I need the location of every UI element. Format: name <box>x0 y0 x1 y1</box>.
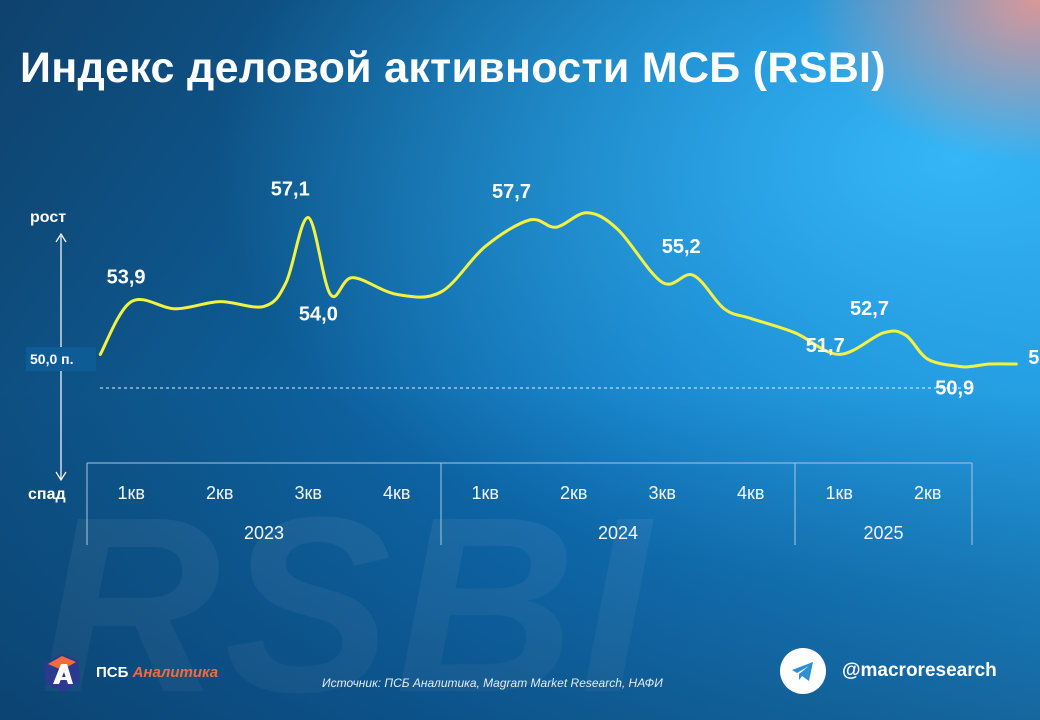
data-label: 51,7 <box>806 335 845 357</box>
data-labels: 53,9 57,1 54,0 57,7 55,2 51,752,7 50,9 51,0 <box>107 179 1040 400</box>
year-label: 2025 <box>863 523 903 543</box>
data-label: 57,1 <box>271 179 310 201</box>
x-tick-label: 1кв <box>826 483 853 503</box>
data-label: 53,9 <box>107 267 146 289</box>
data-label: 55,2 <box>662 236 701 258</box>
logo-text: ПСБ Аналитика <box>96 664 218 681</box>
axis-top-label: рост <box>30 209 66 226</box>
psb-analytics-logo-icon <box>44 654 80 692</box>
axis-layer: рост 50,0 п. спад <box>26 209 962 503</box>
x-tick-label: 3кв <box>295 483 322 503</box>
x-tick-label: 1кв <box>472 483 499 503</box>
data-label: 51,0 <box>1028 347 1040 369</box>
data-label: 54,0 <box>299 303 338 325</box>
series-line <box>98 211 1018 369</box>
telegram-handle: @macroresearch <box>842 660 997 681</box>
year-label: 2024 <box>598 523 638 543</box>
x-tick-label: 1кв <box>118 483 145 503</box>
logo-name: ПСБ <box>96 663 129 681</box>
page-title: Индекс деловой активности МСБ (RSBI) <box>20 44 886 92</box>
axis-arrow-up-icon <box>55 232 67 243</box>
x-tick-label: 2кв <box>206 483 233 503</box>
reference-label: 50,0 п. <box>30 351 73 367</box>
psb-logo[interactable]: ПСБ Аналитика <box>40 650 218 694</box>
watermark: RSBI <box>40 465 654 720</box>
source-note: Источник: ПСБ Аналитика, Magram Market R… <box>322 676 663 690</box>
data-label: 50,9 <box>935 377 974 399</box>
x-tick-label: 3кв <box>649 483 676 503</box>
axis-bottom-label: спад <box>28 486 66 503</box>
data-label: 57,7 <box>492 181 531 203</box>
reference-label-bg <box>26 347 96 371</box>
x-tick-label: 4кв <box>383 483 410 503</box>
x-tick-label: 4кв <box>737 483 764 503</box>
x-tick-label: 2кв <box>560 483 587 503</box>
telegram-icon <box>780 648 826 694</box>
x-tick-label: 2кв <box>914 483 941 503</box>
x-axis: 1кв 2кв 3кв 4кв 1кв 2кв 3кв 4кв 1кв 2кв 2023 2024 20… <box>86 462 973 545</box>
axis-arrow-down-icon <box>55 471 67 482</box>
data-label: 52,7 <box>850 298 889 320</box>
logo-accent: Аналитика <box>132 663 219 681</box>
telegram-link[interactable]: @macroresearch <box>780 648 997 694</box>
year-label: 2023 <box>244 523 284 543</box>
